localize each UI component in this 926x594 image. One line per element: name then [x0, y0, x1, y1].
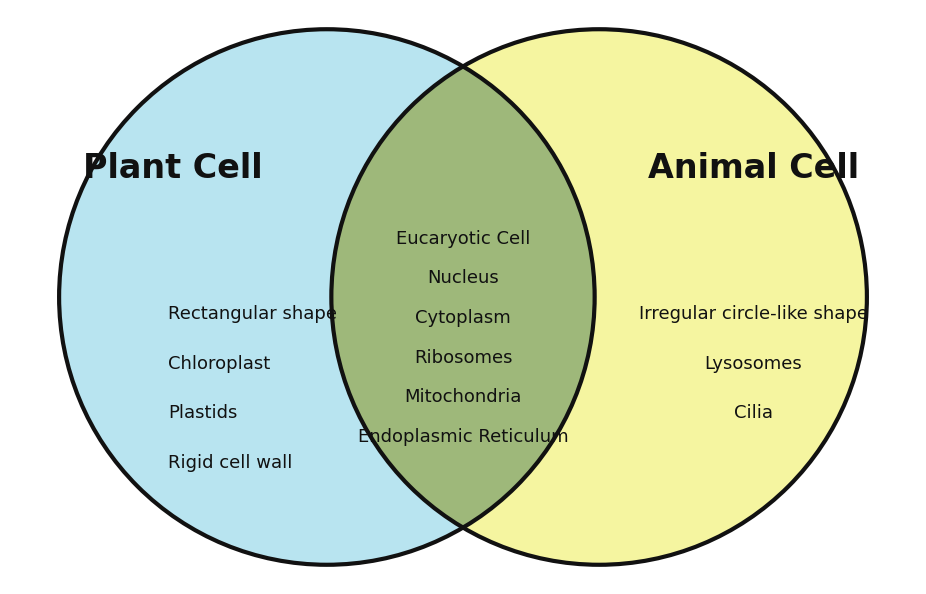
Text: Irregular circle-like shape: Irregular circle-like shape	[639, 305, 868, 324]
Text: Rigid cell wall: Rigid cell wall	[169, 454, 293, 472]
Text: Chloroplast: Chloroplast	[169, 355, 270, 373]
Text: Endoplasmic Reticulum: Endoplasmic Reticulum	[357, 428, 569, 446]
Text: Lysosomes: Lysosomes	[705, 355, 802, 373]
Text: Rectangular shape: Rectangular shape	[169, 305, 337, 324]
Text: Plant Cell: Plant Cell	[82, 153, 262, 185]
Text: Cytoplasm: Cytoplasm	[415, 309, 511, 327]
Text: Nucleus: Nucleus	[427, 269, 499, 287]
Text: Mitochondria: Mitochondria	[405, 388, 521, 406]
Text: Plastids: Plastids	[169, 405, 237, 422]
Text: Animal Cell: Animal Cell	[648, 153, 859, 185]
Text: Cilia: Cilia	[734, 405, 773, 422]
Text: Eucaryotic Cell: Eucaryotic Cell	[395, 230, 531, 248]
Polygon shape	[332, 67, 594, 527]
Ellipse shape	[59, 29, 594, 565]
Ellipse shape	[332, 29, 867, 565]
Text: Ribosomes: Ribosomes	[414, 349, 512, 366]
